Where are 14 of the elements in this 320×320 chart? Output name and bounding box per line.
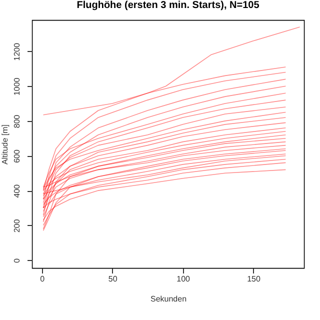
y-tick-label: 200	[12, 218, 22, 233]
y-tick-label: 400	[12, 184, 22, 198]
chart-title: Flughöhe (ersten 3 min. Starts), N=105	[76, 0, 260, 11]
x-tick-label: 50	[108, 274, 118, 284]
y-tick-label: 0	[12, 258, 22, 263]
x-tick-label: 150	[247, 274, 261, 284]
y-tick-label: 600	[12, 149, 22, 163]
x-tick-label: 0	[40, 274, 46, 284]
x-tick-label: 100	[176, 274, 191, 284]
y-tick-label: 1000	[12, 77, 22, 96]
y-tick-label: 1200	[12, 42, 22, 61]
y-tick-label: 800	[12, 114, 22, 128]
y-axis-title: Altitude [m]	[0, 124, 10, 165]
x-axis-title: Sekunden	[150, 294, 187, 304]
